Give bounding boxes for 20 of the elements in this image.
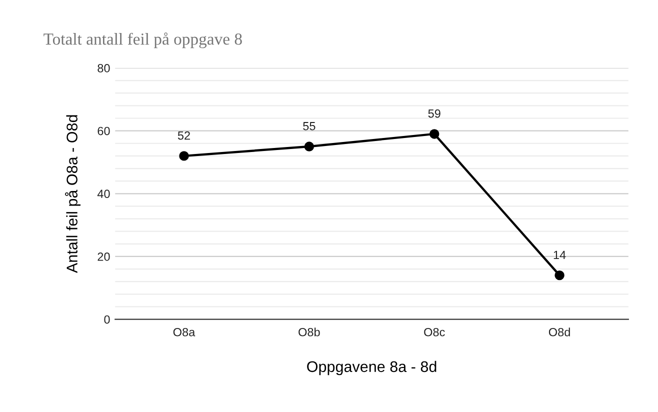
data-label: 52 [178, 131, 190, 140]
point [430, 129, 440, 139]
x-tick-label: O8d [548, 328, 570, 336]
x-tick-label: O8a [173, 328, 196, 336]
x-tick-label: O8c [424, 328, 445, 336]
data-label: 59 [428, 109, 440, 118]
x-tick-label: O8b [298, 328, 320, 336]
point [554, 270, 564, 280]
y-tick-label: 20 [98, 252, 110, 261]
data-label: 14 [554, 250, 566, 259]
y-axis-title: Antall feil på O8a - O8d [65, 115, 80, 274]
data-label: 55 [303, 122, 316, 130]
point [304, 142, 314, 152]
y-tick-label: 80 [98, 64, 110, 72]
point [179, 151, 189, 161]
chart-title: Totalt antall feil på oppgave 8 [44, 32, 242, 48]
y-tick-label: 60 [98, 126, 110, 136]
y-tick-label: 0 [104, 315, 110, 324]
x-axis-title: Oppgavene 8a - 8d [307, 360, 436, 376]
y-tick-label: 40 [97, 190, 110, 198]
